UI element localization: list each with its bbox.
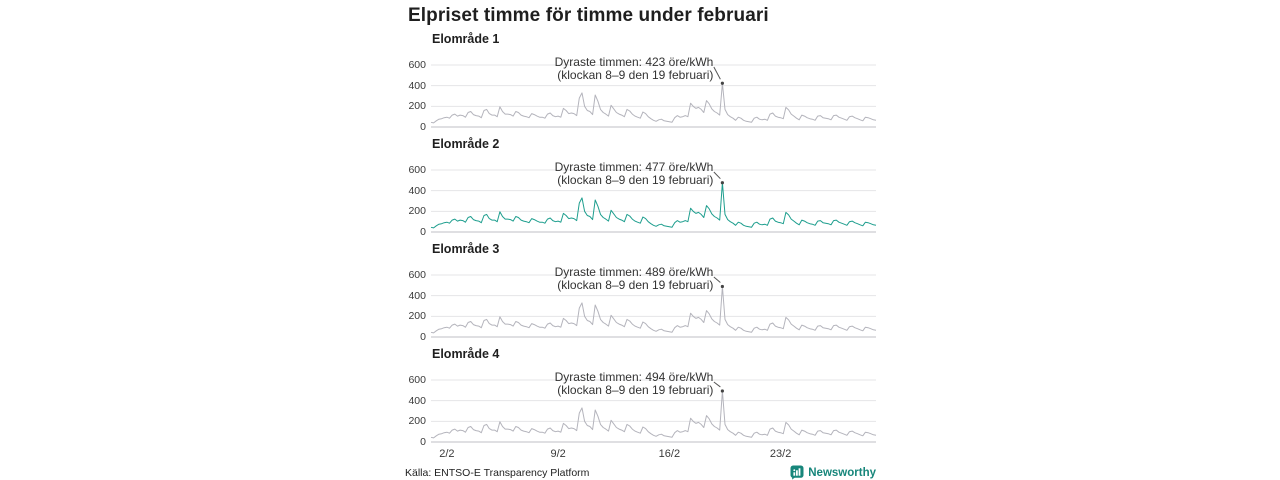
peak-dot [720,389,724,393]
price-chart-section: Elområde 2 600 400 200 0 Dyraste timmen:… [404,137,877,242]
y-axis-labels: 600 400 200 0 [404,373,431,448]
y-tick-400: 400 [408,394,426,407]
x-tick-9-2: 9/2 [550,448,566,460]
y-tick-400: 400 [408,79,426,92]
y-axis-labels: 600 400 200 0 [404,268,431,343]
peak-annotation-line1: Dyraste timmen: 489 öre/kWh [554,265,714,279]
price-line [430,182,877,229]
y-tick-200: 200 [408,100,426,113]
chart-area-label: Elområde 2 [432,137,500,151]
price-chart-section: Elområde 4 600 400 200 0 Dyraste timmen:… [404,347,877,452]
price-chart-section: Elområde 3 600 400 200 0 Dyraste timmen:… [404,242,877,347]
peak-annotation-line2: (klockan 8–9 den 19 februari) [557,383,714,397]
peak-annotation: Dyraste timmen: 489 öre/kWh (klockan 8–9… [431,265,714,292]
y-tick-0: 0 [420,226,426,238]
y-axis-labels: 600 400 200 0 [404,58,431,133]
y-tick-400: 400 [408,289,426,302]
annotation-leader-line [713,276,721,283]
price-line [430,82,877,124]
price-line [430,390,877,439]
plot-area: Dyraste timmen: 477 öre/kWh (klockan 8–9… [430,160,877,235]
chart-row: 600 400 200 0 Dyraste timmen: 494 öre/kW… [404,370,877,448]
plot-area: Dyraste timmen: 423 öre/kWh (klockan 8–9… [430,55,877,130]
line-chart [430,169,877,233]
y-tick-200: 200 [408,205,426,218]
chart-area-label: Elområde 3 [432,242,500,256]
price-line [430,286,877,334]
price-chart-section: Elområde 1 600 400 200 0 Dyraste timmen:… [404,32,877,137]
peak-annotation-line1: Dyraste timmen: 477 öre/kWh [554,160,714,174]
newsworthy-logo-icon [790,465,804,480]
y-tick-600: 600 [408,374,426,386]
peak-dot [720,181,724,185]
peak-annotation: Dyraste timmen: 477 öre/kWh (klockan 8–9… [431,160,714,187]
y-tick-400: 400 [408,184,426,197]
peak-annotation-line1: Dyraste timmen: 423 öre/kWh [554,55,714,69]
y-tick-0: 0 [420,436,426,448]
y-tick-0: 0 [420,121,426,133]
annotation-leader-line [713,381,721,388]
peak-annotation: Dyraste timmen: 494 öre/kWh (klockan 8–9… [431,370,714,397]
infographic: Elpriset timme för timme under februari … [404,0,877,480]
x-tick-23-2: 23/2 [769,448,792,460]
peak-dot [720,81,724,85]
newsworthy-brand: Newsworthy [790,465,876,480]
peak-annotation-line2: (klockan 8–9 den 19 februari) [557,278,714,292]
footer: Källa: ENTSO-E Transparency Platform New… [404,465,876,480]
charts-stack: Elområde 1 600 400 200 0 Dyraste timmen:… [404,32,877,452]
chart-row: 600 400 200 0 Dyraste timmen: 489 öre/kW… [404,265,877,343]
page-title: Elpriset timme för timme under februari [408,5,769,26]
y-tick-0: 0 [420,331,426,343]
plot-area: Dyraste timmen: 494 öre/kWh (klockan 8–9… [430,370,877,445]
peak-annotation-line1: Dyraste timmen: 494 öre/kWh [554,370,714,384]
newsworthy-wordmark: Newsworthy [808,466,876,479]
y-tick-600: 600 [408,269,426,281]
y-axis-labels: 600 400 200 0 [404,163,431,238]
line-chart [430,64,877,128]
line-chart [430,274,877,338]
y-tick-600: 600 [408,164,426,176]
peak-annotation: Dyraste timmen: 423 öre/kWh (klockan 8–9… [431,55,714,82]
x-axis-labels: 2/2 9/2 16/2 23/2 [431,447,876,461]
peak-annotation-line2: (klockan 8–9 den 19 februari) [557,68,714,82]
annotation-leader-line [713,171,721,180]
plot-area: Dyraste timmen: 489 öre/kWh (klockan 8–9… [430,265,877,340]
chart-area-label: Elområde 4 [432,347,500,361]
y-tick-600: 600 [408,59,426,71]
line-chart [430,379,877,443]
y-tick-200: 200 [408,415,426,428]
peak-annotation-line2: (klockan 8–9 den 19 februari) [557,173,714,187]
source-credit: Källa: ENTSO-E Transparency Platform [405,466,590,479]
chart-row: 600 400 200 0 Dyraste timmen: 477 öre/kW… [404,160,877,238]
y-tick-200: 200 [408,310,426,323]
chart-row: 600 400 200 0 Dyraste timmen: 423 öre/kW… [404,55,877,133]
chart-area-label: Elområde 1 [432,32,500,46]
peak-dot [720,284,724,289]
x-tick-2-2: 2/2 [439,448,455,460]
x-tick-16-2: 16/2 [658,448,681,460]
annotation-leader-line [713,66,721,80]
